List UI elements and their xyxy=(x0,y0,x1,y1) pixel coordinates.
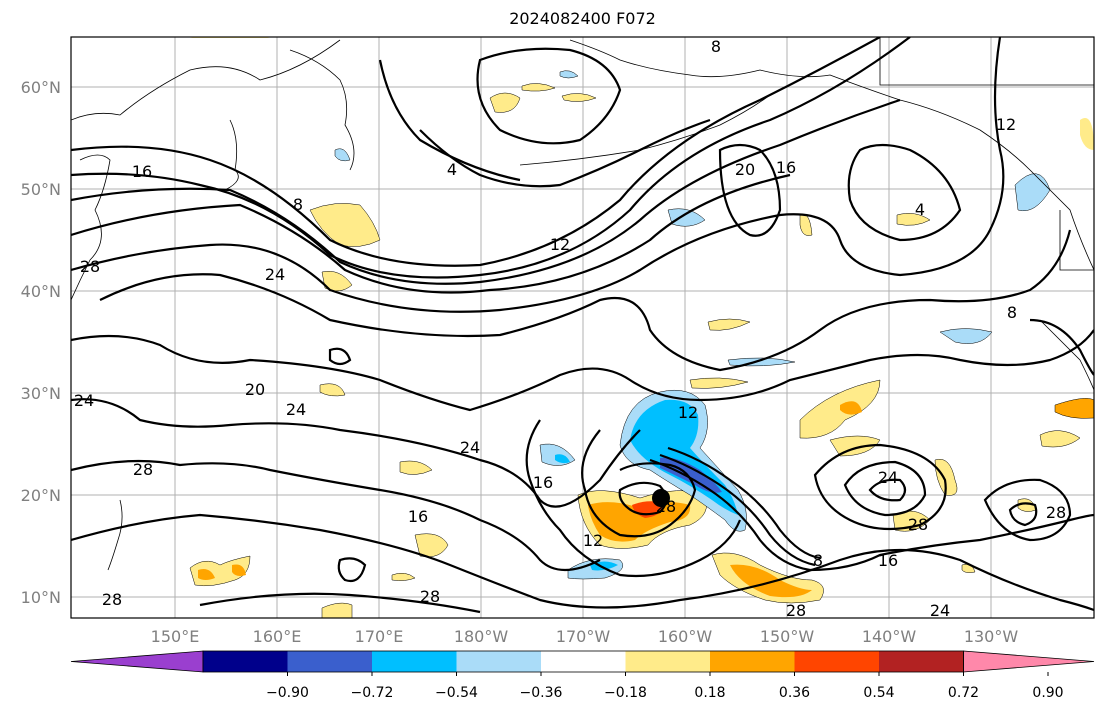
map-title: 2024082400 F072 xyxy=(509,9,656,28)
contour-label-24a: 24 xyxy=(265,265,285,284)
lat-label: 40°N xyxy=(21,282,61,301)
lon-label: 170°E xyxy=(355,627,404,646)
lat-label: 30°N xyxy=(21,384,61,403)
lon-label: 150°W xyxy=(760,627,815,646)
contour-label-28f: 28 xyxy=(420,587,440,606)
contour-label-24b: 24 xyxy=(286,400,306,419)
lon-label: 180°W xyxy=(454,627,509,646)
colorbar-tick-label: 0.54 xyxy=(863,685,894,701)
lat-label: 50°N xyxy=(21,180,61,199)
colorbar-segment xyxy=(794,651,879,672)
contour-label-28d: 28 xyxy=(1046,503,1066,522)
colorbar-segment xyxy=(287,651,372,672)
lon-label: 170°W xyxy=(556,627,611,646)
contour-label-12a: 12 xyxy=(550,235,570,254)
colorbar-tick-label: −0.72 xyxy=(351,685,394,701)
lon-label: 140°W xyxy=(862,627,917,646)
colorbar-outline xyxy=(202,650,964,673)
lon-label: 130°W xyxy=(964,627,1019,646)
contour-label-8d: 8 xyxy=(813,551,823,570)
contour-label-16b: 16 xyxy=(776,158,796,177)
colorbar-tick-label: 0.36 xyxy=(779,685,810,701)
colorbar-segment xyxy=(541,651,626,672)
colorbar-segment xyxy=(203,651,288,672)
colorbar-segment xyxy=(372,651,457,672)
lat-label: 20°N xyxy=(21,486,61,505)
contour-label-4a: 4 xyxy=(447,160,457,179)
shaded-regions xyxy=(189,37,1094,618)
contour-label-20b: 20 xyxy=(245,380,265,399)
colorbar-tick-label: −0.18 xyxy=(604,685,647,701)
contour-label-28g: 28 xyxy=(102,590,122,609)
contour-label-12b: 12 xyxy=(996,115,1016,134)
contour-label-8b: 8 xyxy=(711,37,721,56)
contour-label-16e: 16 xyxy=(878,551,898,570)
contour-label-8a: 8 xyxy=(293,195,303,214)
contour-label-4b: 4 xyxy=(915,200,925,219)
contour-label-24d: 24 xyxy=(460,438,480,457)
colorbar-tick-labels: −0.90 −0.72 −0.54 −0.36 −0.18 0.18 0.36 0.54 0.7… xyxy=(266,672,1064,701)
longitude-labels: 150°E 160°E 170°E 180°W 170°W 160°W 150°W 140°W… xyxy=(151,627,1019,646)
map-border xyxy=(70,36,1095,619)
contour-label-8c: 8 xyxy=(1007,303,1017,322)
lon-label: 160°E xyxy=(253,627,302,646)
contour-label-28c: 28 xyxy=(908,515,928,534)
colorbar-segment xyxy=(710,651,795,672)
colorbar-segment xyxy=(456,651,541,672)
contour-label-24f: 24 xyxy=(930,601,950,620)
contour-label-16a: 16 xyxy=(132,162,152,181)
contour-label-28a: 28 xyxy=(133,460,153,479)
contour-lines xyxy=(71,37,1094,614)
lat-label: 10°N xyxy=(21,588,61,607)
lon-label: 150°E xyxy=(151,627,200,646)
colorbar-tick-label: −0.90 xyxy=(266,685,309,701)
contour-label-28e: 28 xyxy=(786,601,806,620)
latitude-labels: 60°N 50°N 40°N 30°N 20°N 10°N xyxy=(21,78,61,607)
colorbar-tick-label: −0.36 xyxy=(520,685,563,701)
colorbar-tick-label: 0.90 xyxy=(1032,685,1063,701)
colorbar-tick-label: 0.72 xyxy=(948,685,979,701)
contour-label-20a: 20 xyxy=(735,160,755,179)
contour-label-12d: 12 xyxy=(678,403,698,422)
contour-label-group: 16 24 8 4 12 20 16 8 4 12 8 20 24 24 28 … xyxy=(74,37,1066,620)
colorbar-segment xyxy=(879,651,964,672)
colorbar-extend-max xyxy=(963,650,1095,673)
contour-label-16c: 16 xyxy=(533,473,553,492)
contour-label-24c: 24 xyxy=(74,391,94,410)
storm-center-dot xyxy=(652,489,670,507)
lat-label: 60°N xyxy=(21,78,61,97)
colorbar-tick-label: −0.54 xyxy=(435,685,478,701)
contour-label-12c: 12 xyxy=(583,531,603,550)
colorbar-extend-min xyxy=(70,650,204,673)
colorbar-tick-label: 0.18 xyxy=(694,685,725,701)
colorbar xyxy=(70,650,1095,673)
coastlines xyxy=(71,37,1094,571)
colorbar-segment xyxy=(625,651,710,672)
contour-label-24e: 24 xyxy=(878,468,898,487)
contour-label-16d: 16 xyxy=(408,507,428,526)
contour-label-28h: 28 xyxy=(80,257,100,276)
lon-label: 160°W xyxy=(658,627,713,646)
